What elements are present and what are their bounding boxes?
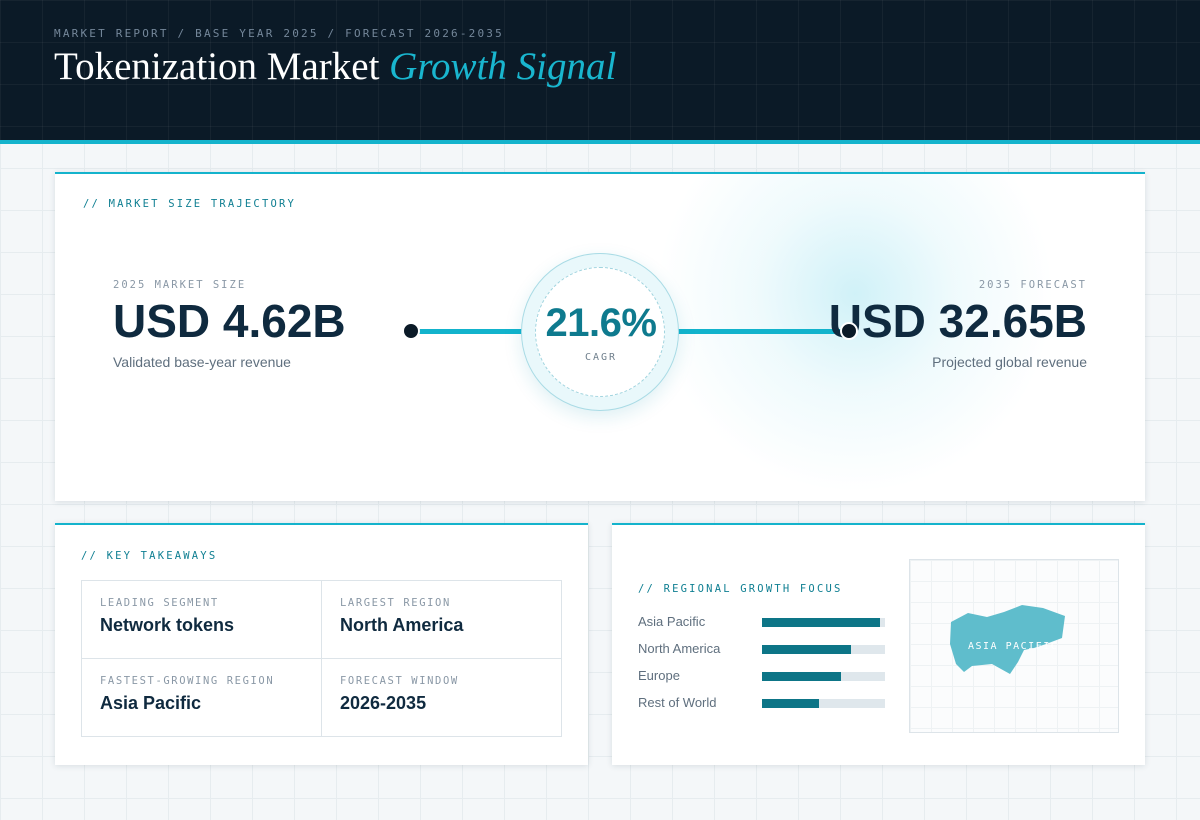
region-bar-fill <box>762 645 851 654</box>
base-year-caption: 2025 MARKET SIZE <box>113 279 247 291</box>
asia-pacific-map-graphic: ASIA PACIFIC <box>950 605 1065 674</box>
key-takeaways-card: // KEY TAKEAWAYS LEADING SEGMENT Network… <box>55 523 588 765</box>
key-takeaways-label: // KEY TAKEAWAYS <box>81 550 218 562</box>
region-bar-track <box>762 699 885 708</box>
region-row: North America <box>638 641 888 657</box>
page-title-accent: Growth Signal <box>389 45 617 88</box>
cagr-label: CAGR <box>584 352 618 363</box>
cagr-badge: 21.6% CAGR <box>521 253 679 411</box>
takeaway-value: Asia Pacific <box>100 693 202 713</box>
regional-growth-label: // REGIONAL GROWTH FOCUS <box>638 583 843 595</box>
region-bar-fill <box>762 672 841 681</box>
region-row: Asia Pacific <box>638 614 888 630</box>
takeaway-forecast-window: FORECAST WINDOW 2026-2035 <box>322 659 562 737</box>
region-name: Rest of World <box>638 695 717 710</box>
forecast-value: USD 32.65B <box>828 295 1087 347</box>
market-size-label: // MARKET SIZE TRAJECTORY <box>83 198 297 210</box>
cagr-inner-ring: 21.6% CAGR <box>535 267 665 397</box>
report-header: MARKET REPORT / BASE YEAR 2025 / FORECAS… <box>0 0 1200 144</box>
region-bar-fill <box>762 699 819 708</box>
takeaway-value: 2026-2035 <box>340 693 427 713</box>
report-eyebrow: MARKET REPORT / BASE YEAR 2025 / FORECAS… <box>54 27 504 40</box>
page-title-main: Tokenization Market <box>54 45 380 88</box>
forecast-point-marker <box>840 322 858 340</box>
region-row: Europe <box>638 668 888 684</box>
takeaway-value: North America <box>340 615 464 635</box>
region-bar-track <box>762 645 885 654</box>
region-name: Europe <box>638 668 680 683</box>
region-name: North America <box>638 641 721 656</box>
takeaway-fastest-region: FASTEST-GROWING REGION Asia Pacific <box>82 659 322 737</box>
takeaway-caption: LARGEST REGION <box>340 597 451 609</box>
region-bar-track <box>762 618 885 627</box>
cagr-value: 21.6% <box>545 301 657 345</box>
takeaway-value: Network tokens <box>100 615 235 635</box>
region-bar-track <box>762 672 885 681</box>
takeaway-caption: LEADING SEGMENT <box>100 597 219 609</box>
region-map: ASIA PACIFIC <box>909 559 1119 733</box>
takeaways-grid: LEADING SEGMENT Network tokens LARGEST R… <box>81 580 562 737</box>
page-title: Tokenization Market Growth Signal <box>54 44 616 89</box>
base-year-value: USD 4.62B <box>113 295 346 347</box>
base-point-marker <box>402 322 420 340</box>
forecast-caption: 2035 FORECAST <box>978 279 1087 291</box>
forecast-description: Projected global revenue <box>932 354 1087 370</box>
region-row: Rest of World <box>638 695 888 711</box>
regional-growth-card: // REGIONAL GROWTH FOCUS Asia Pacific No… <box>612 523 1145 765</box>
region-bar-fill <box>762 618 881 627</box>
grid-divider-horizontal <box>82 658 561 659</box>
takeaway-largest-region: LARGEST REGION North America <box>322 581 562 659</box>
asia-pacific-map-label: ASIA PACIFIC <box>968 641 1058 652</box>
takeaway-leading-segment: LEADING SEGMENT Network tokens <box>82 581 322 659</box>
base-year-description: Validated base-year revenue <box>113 354 291 370</box>
takeaway-caption: FASTEST-GROWING REGION <box>100 675 275 687</box>
region-name: Asia Pacific <box>638 614 706 629</box>
takeaway-caption: FORECAST WINDOW <box>340 675 459 687</box>
asia-pacific-region-shape <box>950 605 1065 674</box>
market-size-card: // MARKET SIZE TRAJECTORY 2025 MARKET SI… <box>55 172 1145 501</box>
